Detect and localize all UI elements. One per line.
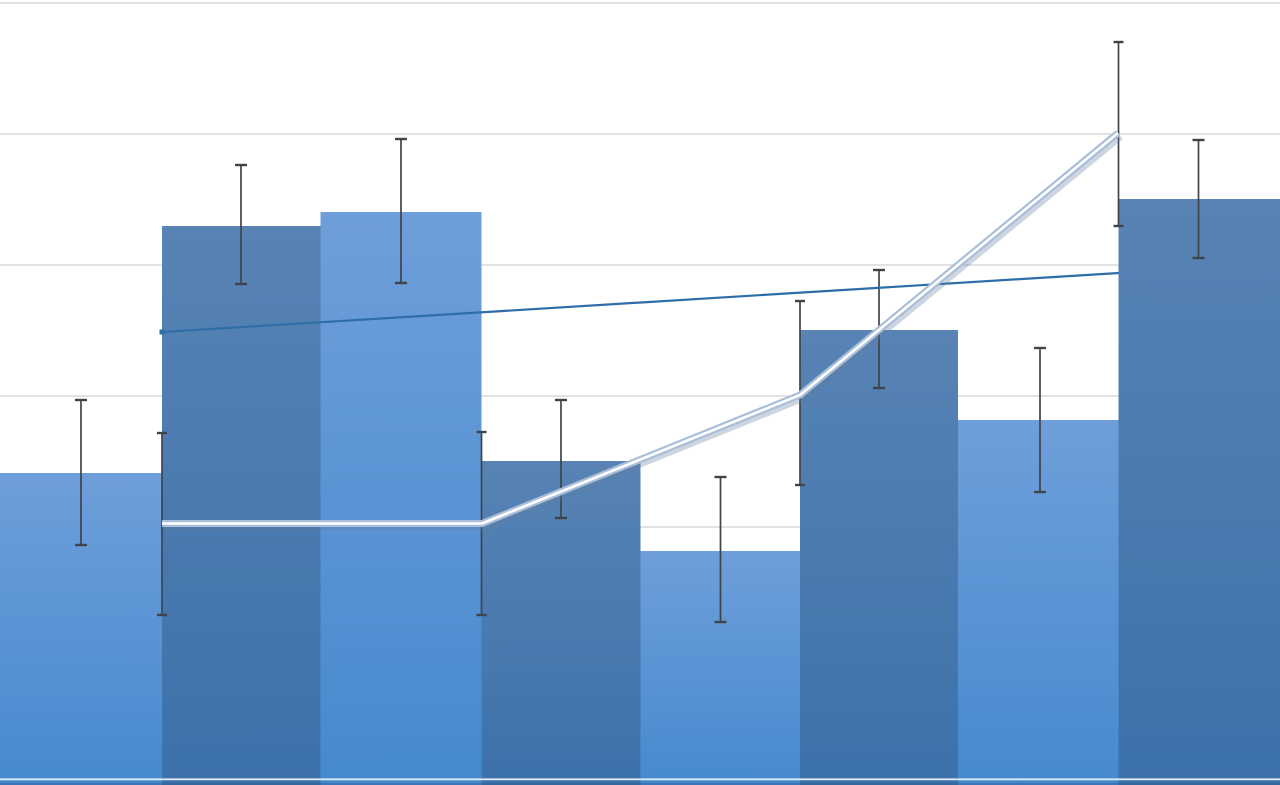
thin-trend-line: [161, 271, 1120, 334]
bar: [162, 226, 321, 785]
bar: [320, 212, 482, 785]
bar: [800, 330, 958, 785]
bar: [1118, 199, 1280, 785]
thin-trend-line-marker: [159, 329, 165, 335]
thick-trend-line-core: [162, 131, 1119, 525]
bar: [958, 420, 1119, 785]
